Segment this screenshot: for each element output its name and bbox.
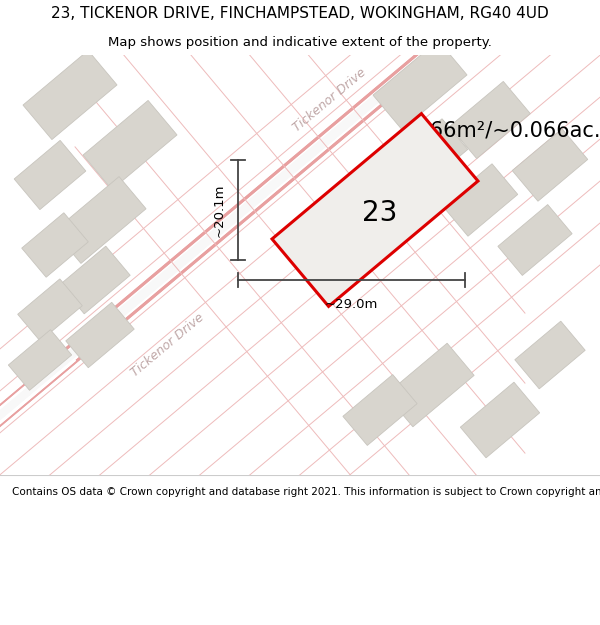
Polygon shape bbox=[449, 81, 530, 159]
Text: Tickenor Drive: Tickenor Drive bbox=[291, 66, 369, 134]
Text: Contains OS data © Crown copyright and database right 2021. This information is : Contains OS data © Crown copyright and d… bbox=[12, 487, 600, 497]
Polygon shape bbox=[442, 164, 518, 236]
Polygon shape bbox=[386, 343, 474, 427]
Polygon shape bbox=[83, 101, 177, 189]
Polygon shape bbox=[272, 114, 478, 306]
Polygon shape bbox=[373, 41, 467, 129]
Polygon shape bbox=[17, 279, 82, 341]
Polygon shape bbox=[54, 177, 146, 263]
Polygon shape bbox=[23, 51, 117, 139]
Polygon shape bbox=[8, 329, 71, 391]
Text: ~29.0m: ~29.0m bbox=[325, 298, 378, 311]
Text: 23: 23 bbox=[362, 199, 398, 227]
Polygon shape bbox=[512, 129, 588, 201]
Polygon shape bbox=[14, 141, 86, 209]
Polygon shape bbox=[343, 374, 417, 446]
Polygon shape bbox=[22, 213, 88, 278]
Text: Tickenor Drive: Tickenor Drive bbox=[129, 311, 207, 379]
Polygon shape bbox=[60, 246, 130, 314]
Polygon shape bbox=[515, 321, 585, 389]
Text: 23, TICKENOR DRIVE, FINCHAMPSTEAD, WOKINGHAM, RG40 4UD: 23, TICKENOR DRIVE, FINCHAMPSTEAD, WOKIN… bbox=[51, 6, 549, 21]
Polygon shape bbox=[392, 119, 468, 191]
Text: Map shows position and indicative extent of the property.: Map shows position and indicative extent… bbox=[108, 36, 492, 49]
Polygon shape bbox=[66, 302, 134, 368]
Polygon shape bbox=[498, 204, 572, 276]
Text: ~266m²/~0.066ac.: ~266m²/~0.066ac. bbox=[400, 120, 600, 140]
Polygon shape bbox=[460, 382, 539, 458]
Text: ~20.1m: ~20.1m bbox=[213, 183, 226, 237]
